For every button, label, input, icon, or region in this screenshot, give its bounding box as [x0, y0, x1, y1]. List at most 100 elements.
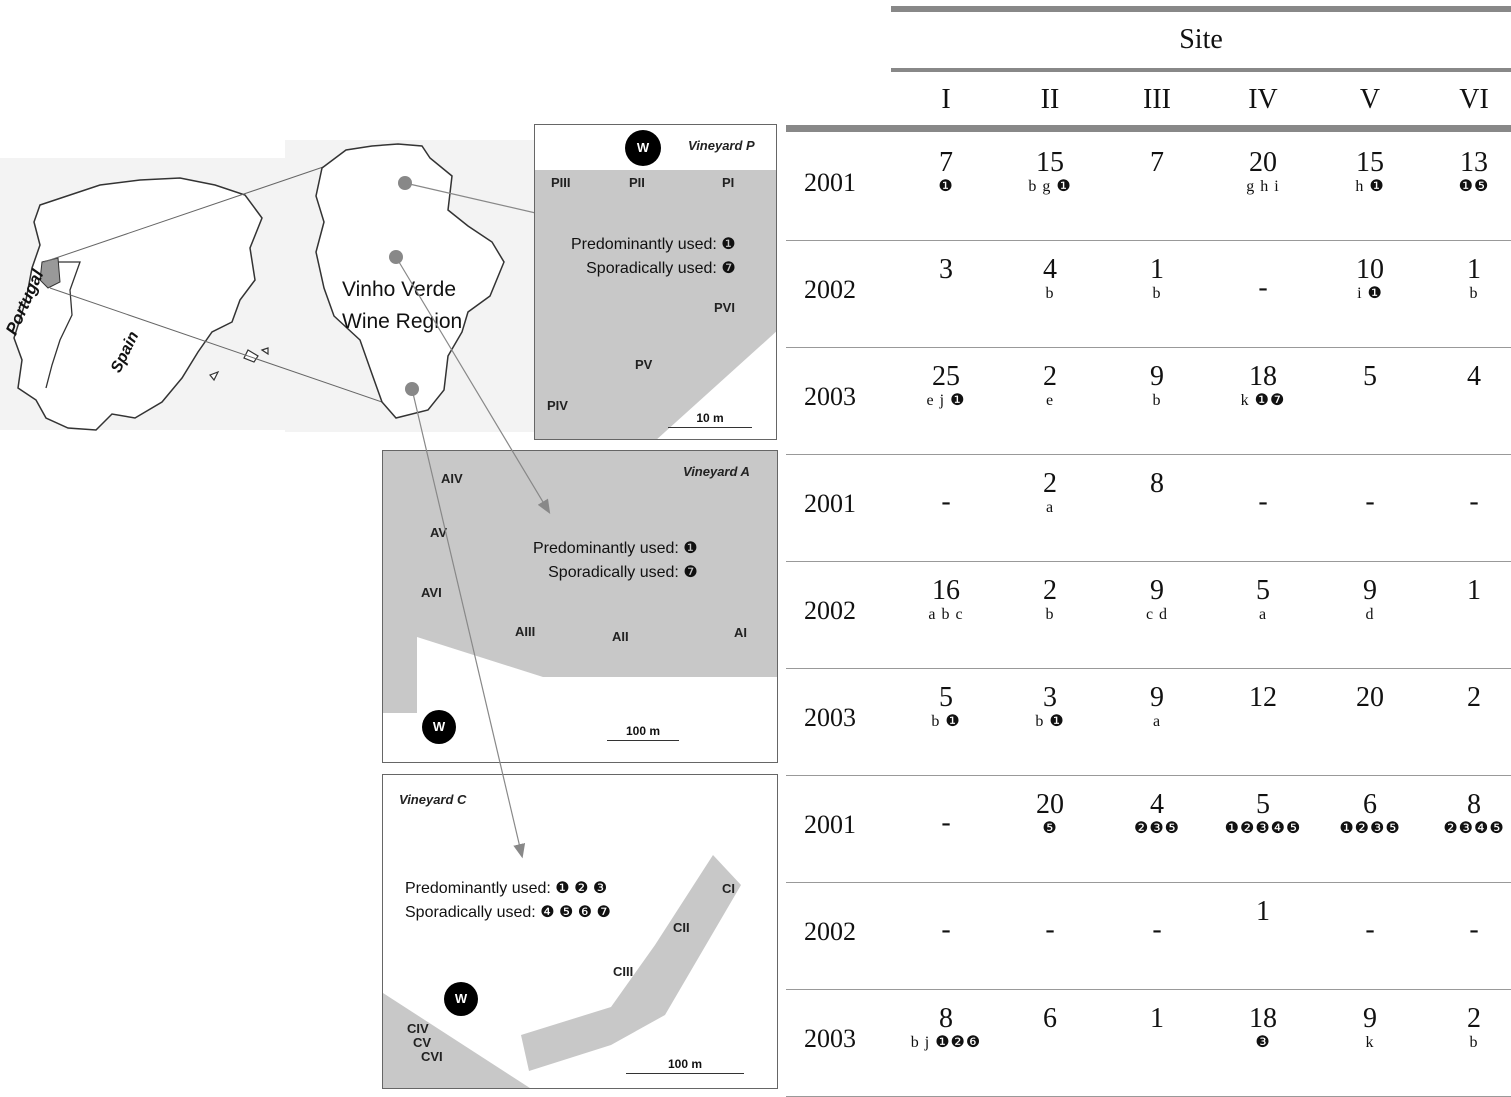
well-marker-p: W	[625, 130, 661, 166]
cell-notes: ❶	[938, 178, 954, 195]
table-cell: 18 k ❶❼	[1223, 362, 1303, 410]
cell-value: 20	[1036, 789, 1064, 820]
table-cell: 5	[1330, 362, 1410, 392]
cell-value: -	[1469, 486, 1479, 517]
cell-notes: i ❶	[1357, 285, 1383, 302]
table-cell: 4	[1434, 362, 1511, 392]
cell-value: -	[1365, 914, 1375, 945]
cell-value: 6	[1043, 1003, 1057, 1034]
column-header: IV	[1248, 84, 1278, 115]
cell-value: 6	[1363, 789, 1377, 820]
table-cell: -	[1010, 897, 1090, 945]
table-cell: 3	[906, 255, 986, 285]
table-cell: 15 b g ❶	[1010, 148, 1090, 196]
cell-value: 1	[1150, 254, 1164, 285]
cell-value: 4	[1150, 789, 1164, 820]
site-label: CI	[722, 881, 735, 896]
cell-value: 5	[939, 682, 953, 713]
table-cell: 5 ❶❷❸❹❺	[1223, 790, 1303, 838]
table-cell: -	[1434, 469, 1511, 517]
usage-predominant: Predominantly used: ❶	[571, 236, 736, 253]
table-row: 2001 - 20 ❺ 4 ❷❸❺ 5 ❶❷❸❹❺ 6 ❶❷❸❺ 8 ❷❸❹❺	[786, 776, 1511, 883]
cell-value: 2	[1043, 468, 1057, 499]
cell-value: 2	[1043, 575, 1057, 606]
cell-notes: a	[1258, 606, 1268, 623]
data-table: Site I II III IV V VI 2001 7 ❶ 15 b g ❶ 7 20 g …	[786, 0, 1511, 1097]
table-cell: 13 ❶❺	[1434, 148, 1511, 196]
site-label: CIII	[613, 964, 634, 979]
cell-notes: b	[1469, 285, 1479, 302]
cell-value: 25	[932, 361, 960, 392]
usage-sporadic: Sporadically used: ❼	[586, 260, 736, 277]
cell-value: 7	[1150, 147, 1164, 178]
cell-value: 1	[1467, 254, 1481, 285]
cell-value: 9	[1150, 575, 1164, 606]
site-label: AIII	[515, 624, 536, 639]
table-cell: -	[906, 469, 986, 517]
cell-notes: ❶❺	[1458, 178, 1490, 195]
cell-notes: b g ❶	[1028, 178, 1072, 195]
cell-value: 18	[1249, 361, 1277, 392]
cell-value: -	[1152, 914, 1162, 945]
row-year: 2001	[804, 168, 856, 197]
table-cell: 6 ❶❷❸❺	[1330, 790, 1410, 838]
vineyard-c-panel: Vineyard C Predominantly used: ❶ ❷ ❸ Spo…	[382, 774, 778, 1089]
row-divider	[786, 775, 1511, 776]
scale-bar-a: 100 m	[607, 724, 679, 741]
cell-value: -	[1365, 486, 1375, 517]
cell-value: -	[941, 914, 951, 945]
site-label: AV	[430, 525, 448, 540]
cell-notes: b	[1469, 1034, 1479, 1051]
cell-value: 15	[1356, 147, 1384, 178]
table-cell: 16 a b c	[906, 576, 986, 624]
usage-sporadic: Sporadically used: ❼	[548, 564, 698, 581]
cell-notes: k	[1365, 1034, 1375, 1051]
cell-notes: b ❶	[1035, 713, 1065, 730]
site-label: AIV	[441, 471, 463, 486]
vineyard-p-panel: W Vineyard P PIII PII PI PVI PV PIV Pred…	[534, 124, 777, 440]
site-label: CIV	[407, 1021, 429, 1036]
cell-notes: ❷❸❹❺	[1443, 820, 1505, 837]
row-divider	[786, 347, 1511, 348]
cell-notes: a b c	[928, 606, 964, 623]
column-header: VI	[1459, 84, 1489, 115]
row-year: 2002	[804, 275, 856, 304]
region-label-line2: Wine Region	[342, 310, 463, 333]
cell-value: 16	[932, 575, 960, 606]
cell-notes: ❶❷❸❺	[1339, 820, 1401, 837]
table-cell: 20 g h i	[1223, 148, 1303, 196]
cell-value: 1	[1256, 896, 1270, 927]
dot-vineyard-c	[405, 382, 419, 396]
cell-value: -	[941, 486, 951, 517]
site-header: Site	[1179, 24, 1223, 55]
table-row: 2002 - - - 1 - -	[786, 883, 1511, 990]
cell-value: 1	[1150, 1003, 1164, 1034]
cell-value: 9	[1363, 575, 1377, 606]
table-cell: -	[1330, 469, 1410, 517]
cell-notes: b ❶	[931, 713, 961, 730]
site-label: PI	[722, 175, 735, 190]
table-top-rule	[891, 6, 1511, 12]
scale-label: 100 m	[667, 1057, 703, 1071]
cell-notes: a	[1152, 713, 1162, 730]
dot-vineyard-a	[389, 250, 403, 264]
cell-notes: a	[1045, 499, 1055, 516]
cell-value: 12	[1249, 682, 1277, 713]
row-year: 2001	[804, 489, 856, 518]
cell-value: 2	[1467, 1003, 1481, 1034]
cell-notes: b j ❶❷❻	[910, 1034, 982, 1051]
row-divider	[786, 668, 1511, 669]
cell-value: 13	[1460, 147, 1488, 178]
